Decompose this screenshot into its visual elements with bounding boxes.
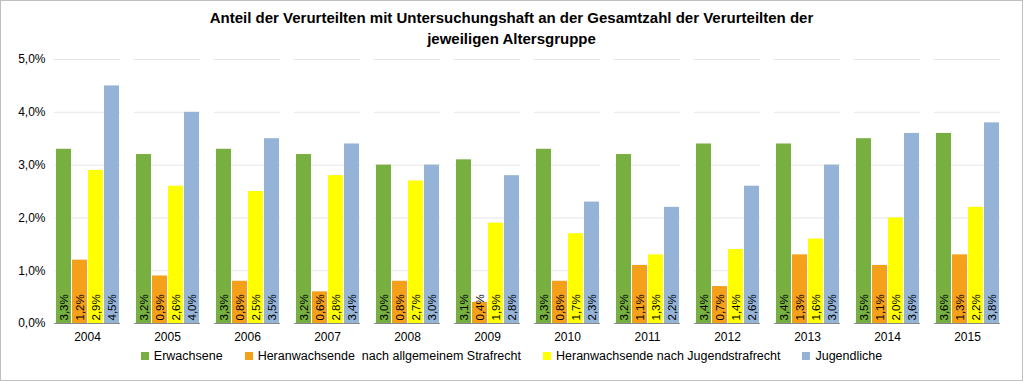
svg-text:3,2%: 3,2% <box>138 294 150 320</box>
svg-text:4,0%: 4,0% <box>186 294 198 320</box>
svg-text:2,8%: 2,8% <box>330 294 342 320</box>
svg-text:1,7%: 1,7% <box>570 294 582 320</box>
svg-text:3,0%: 3,0% <box>378 294 390 320</box>
html-text:Heranwachsende nach allgemeine: Heranwachsende nach allgemeinem Strafrec… <box>257 349 521 363</box>
html-text:Heranwachsende nach Jugendstra: Heranwachsende nach Jugendstrafrecht <box>556 349 781 363</box>
svg-text:4,0%: 4,0% <box>18 105 46 119</box>
svg-text:3,4%: 3,4% <box>698 294 710 320</box>
svg-text:1,0%: 1,0% <box>18 264 46 278</box>
svg-text:2,3%: 2,3% <box>586 294 598 320</box>
svg-text:2014: 2014 <box>874 330 901 344</box>
svg-text:3,8%: 3,8% <box>986 294 998 320</box>
svg-text:2008: 2008 <box>394 330 421 344</box>
svg-text:2010: 2010 <box>554 330 581 344</box>
svg-text:3,6%: 3,6% <box>906 294 918 320</box>
svg-text:0,9%: 0,9% <box>154 294 166 320</box>
html-text:Jugendliche: Jugendliche <box>815 349 883 363</box>
svg-text:5,0%: 5,0% <box>18 52 46 66</box>
svg-text:1,6%: 1,6% <box>810 294 822 320</box>
svg-text:3,3%: 3,3% <box>218 294 230 320</box>
svg-text:3,2%: 3,2% <box>618 294 630 320</box>
svg-text:1,3%: 1,3% <box>954 294 966 320</box>
svg-text:1,9%: 1,9% <box>490 294 502 320</box>
svg-text:0,8%: 0,8% <box>554 294 566 320</box>
svg-text:2005: 2005 <box>154 330 181 344</box>
svg-text:2,5%: 2,5% <box>250 294 262 320</box>
svg-text:1,3%: 1,3% <box>794 294 806 320</box>
svg-text:2,2%: 2,2% <box>970 294 982 320</box>
svg-text:2,2%: 2,2% <box>666 294 678 320</box>
svg-text:0,8%: 0,8% <box>394 294 406 320</box>
svg-text:2,8%: 2,8% <box>506 294 518 320</box>
svg-text:2,6%: 2,6% <box>170 294 182 320</box>
svg-text:1,3%: 1,3% <box>650 294 662 320</box>
svg-text:2,9%: 2,9% <box>90 294 102 320</box>
svg-text:2,0%: 2,0% <box>890 294 902 320</box>
svg-text:2012: 2012 <box>714 330 741 344</box>
svg-text:3,0%: 3,0% <box>426 294 438 320</box>
svg-text:2006: 2006 <box>234 330 261 344</box>
html-text:Erwachsene: Erwachsene <box>153 349 223 363</box>
svg-text:3,0%: 3,0% <box>826 294 838 320</box>
svg-text:2007: 2007 <box>314 330 341 344</box>
svg-text:3,2%: 3,2% <box>298 294 310 320</box>
svg-text:1,4%: 1,4% <box>730 294 742 320</box>
svg-text:0,8%: 0,8% <box>234 294 246 320</box>
svg-text:3,6%: 3,6% <box>938 294 950 320</box>
svg-text:0,7%: 0,7% <box>714 294 726 320</box>
svg-text:2,6%: 2,6% <box>746 294 758 320</box>
svg-text:1,1%: 1,1% <box>874 294 886 320</box>
svg-text:0,6%: 0,6% <box>314 294 326 320</box>
svg-text:2,7%: 2,7% <box>410 294 422 320</box>
svg-text:2009: 2009 <box>474 330 501 344</box>
svg-text:0,4%: 0,4% <box>474 294 486 320</box>
svg-text:4,5%: 4,5% <box>106 294 118 320</box>
svg-text:2013: 2013 <box>794 330 821 344</box>
svg-text:0,0%: 0,0% <box>18 316 46 330</box>
svg-text:3,5%: 3,5% <box>266 294 278 320</box>
svg-text:3,0%: 3,0% <box>18 158 46 172</box>
svg-text:2015: 2015 <box>954 330 981 344</box>
svg-text:1,1%: 1,1% <box>634 294 646 320</box>
svg-text:2,0%: 2,0% <box>18 211 46 225</box>
svg-text:3,4%: 3,4% <box>346 294 358 320</box>
svg-text:3,4%: 3,4% <box>778 294 790 320</box>
svg-text:3,1%: 3,1% <box>458 294 470 320</box>
svg-text:3,3%: 3,3% <box>538 294 550 320</box>
svg-text:3,5%: 3,5% <box>858 294 870 320</box>
svg-text:2011: 2011 <box>635 330 661 344</box>
svg-text:1,2%: 1,2% <box>74 294 86 320</box>
svg-text:3,3%: 3,3% <box>58 294 70 320</box>
svg-text:2004: 2004 <box>74 330 101 344</box>
html-text:Anteil der Verurteilten mit Un: Anteil der Verurteilten mit Untersuchung… <box>209 9 814 47</box>
